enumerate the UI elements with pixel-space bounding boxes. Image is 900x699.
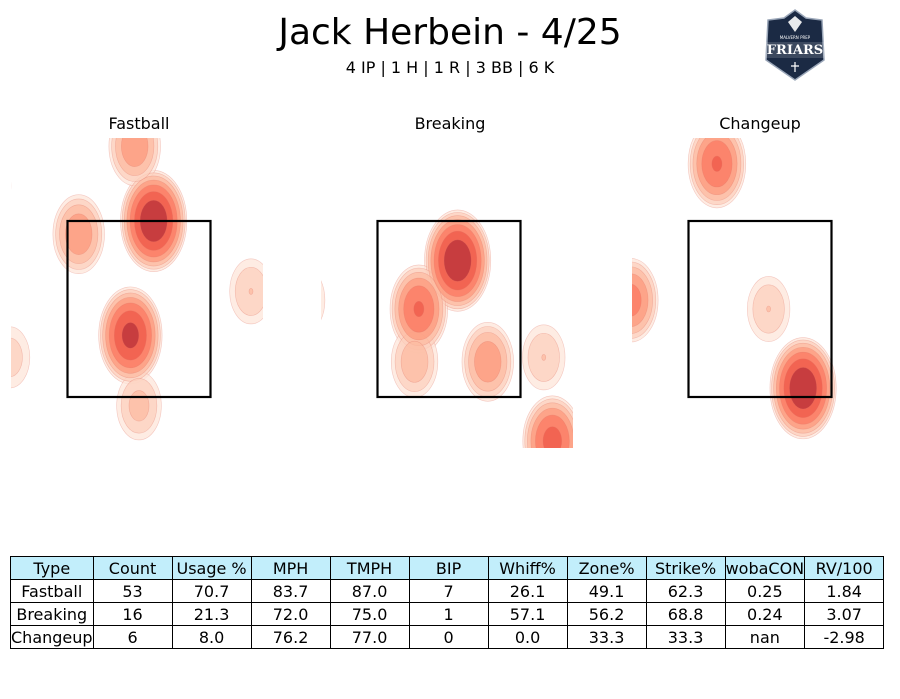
column-header: RV/100 <box>804 556 885 580</box>
column-header: Type <box>10 556 94 580</box>
logo-text: FRIARS <box>767 43 823 58</box>
density-contour <box>711 155 723 172</box>
density-contour <box>541 354 547 361</box>
column-header: Zone% <box>566 556 647 580</box>
column-header: MPH <box>250 556 331 580</box>
table-cell: 0.25 <box>724 579 806 603</box>
density-contour <box>248 288 254 295</box>
density-contour <box>121 322 140 349</box>
column-header: Count <box>92 556 173 580</box>
table-cell: 76.2 <box>250 625 331 649</box>
density-contour <box>632 284 642 317</box>
column-header: Usage % <box>171 556 252 580</box>
table-cell: 26.1 <box>487 579 568 603</box>
column-header: wobaCON <box>724 556 806 580</box>
density-contour <box>265 217 305 278</box>
table-cell: 0.24 <box>724 602 806 626</box>
density-contour <box>11 337 23 377</box>
stats-table: Type Count Usage % MPH TMPH BIP Whiff% Zone% Str… <box>10 556 885 649</box>
table-cell: 33.3 <box>566 625 647 649</box>
column-header: Strike% <box>645 556 726 580</box>
density-contour <box>128 390 150 422</box>
table-cell: 49.1 <box>566 579 647 603</box>
density-contour <box>542 426 563 448</box>
panel-title-fastball: Fastball <box>108 114 170 133</box>
table-cell: 53 <box>92 579 173 603</box>
table-cell: 16 <box>92 602 173 626</box>
table-cell: 77.0 <box>329 625 410 649</box>
strike-zone <box>376 219 522 399</box>
column-header: Whiff% <box>487 556 568 580</box>
table-cell: 21.3 <box>171 602 252 626</box>
table-cell: 0.0 <box>487 625 568 649</box>
density-contour <box>121 138 149 167</box>
table-cell: 62.3 <box>645 579 726 603</box>
density-contour <box>789 367 817 410</box>
table-cell: 3.07 <box>804 602 885 626</box>
stats-header-row: Type Count Usage % MPH TMPH BIP Whiff% Zone% Str… <box>10 556 885 580</box>
table-cell: 87.0 <box>329 579 410 603</box>
table-row: Breaking 16 21.3 72.0 75.0 1 57.1 56.2 68.8 0.24 3… <box>10 602 885 626</box>
table-cell: 83.7 <box>250 579 331 603</box>
table-cell: 68.8 <box>645 602 726 626</box>
table-cell: Changeup <box>10 625 94 649</box>
team-logo: MALVERN PREP FRIARS <box>765 9 825 81</box>
panel-title-breaking: Breaking <box>414 114 486 133</box>
column-header: BIP <box>408 556 489 580</box>
table-cell: 1 <box>408 602 489 626</box>
pitching-line: 4 IP | 1 H | 1 R | 3 BB | 6 K <box>345 58 555 77</box>
table-cell: 1.84 <box>804 579 885 603</box>
heatmap-changeup <box>632 138 837 440</box>
density-contour <box>293 285 313 316</box>
strike-zone <box>66 219 212 399</box>
table-row: Changeup 6 8.0 76.2 77.0 0 0.0 33.3 33.3 nan -2.98 <box>10 625 885 649</box>
heatmap-breaking <box>265 209 573 448</box>
table-row: Fastball 53 70.7 83.7 87.0 7 26.1 49.1 62.3 0.25 1… <box>10 579 885 603</box>
logo-shield-icon <box>765 9 825 81</box>
table-cell: 72.0 <box>250 602 331 626</box>
density-contour <box>321 280 326 321</box>
density-contour <box>285 273 321 328</box>
density-contour <box>400 340 429 383</box>
panel-title-changeup: Changeup <box>719 114 801 133</box>
table-cell: nan <box>724 625 806 649</box>
table-cell: 75.0 <box>329 602 410 626</box>
table-cell: 33.3 <box>645 625 726 649</box>
density-contour <box>413 300 425 318</box>
density-contour <box>65 213 93 255</box>
density-contour <box>632 273 649 327</box>
density-contour <box>443 239 472 282</box>
heatmap-area <box>11 138 837 448</box>
table-cell: 0 <box>408 625 489 649</box>
heatmap-fastball <box>11 138 263 441</box>
table-cell: -2.98 <box>804 625 885 649</box>
column-header: TMPH <box>329 556 410 580</box>
table-cell: 6 <box>92 625 173 649</box>
density-contour <box>273 228 298 267</box>
strike-zone <box>687 219 833 399</box>
table-cell: 7 <box>408 579 489 603</box>
table-cell: Breaking <box>10 602 94 626</box>
table-cell: Fastball <box>10 579 94 603</box>
chart-title: Jack Herbein - 4/25 <box>278 12 622 53</box>
table-cell: 56.2 <box>566 602 647 626</box>
density-contour <box>11 181 12 190</box>
logo-small-text: MALVERN PREP <box>780 35 811 40</box>
table-cell: 70.7 <box>171 579 252 603</box>
density-contour <box>766 305 771 313</box>
density-contour <box>474 341 502 383</box>
table-cell: 8.0 <box>171 625 252 649</box>
table-cell: 57.1 <box>487 602 568 626</box>
